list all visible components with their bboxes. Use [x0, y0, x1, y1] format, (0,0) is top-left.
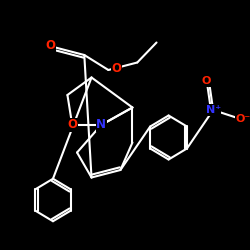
- Text: O: O: [112, 62, 122, 75]
- Text: N⁺: N⁺: [206, 105, 221, 115]
- Text: N: N: [96, 118, 106, 132]
- Text: O: O: [67, 118, 77, 132]
- Text: O: O: [201, 76, 210, 86]
- Text: O⁻: O⁻: [235, 114, 250, 124]
- Text: O: O: [46, 38, 56, 52]
